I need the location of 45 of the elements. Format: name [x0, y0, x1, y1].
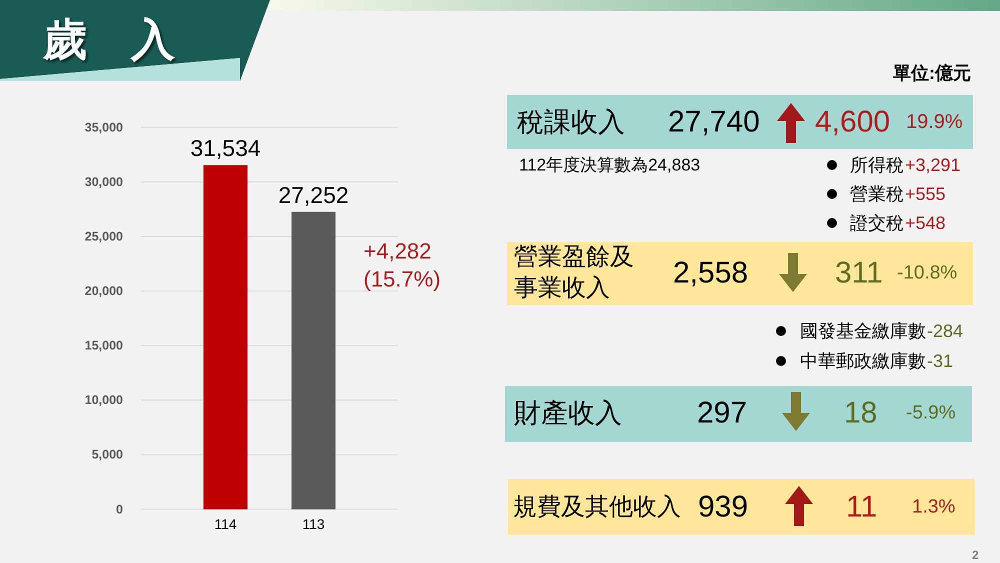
y-tick-label: 30,000 [84, 174, 124, 189]
text: -31 [927, 351, 954, 371]
text: 297 [697, 396, 748, 430]
text: 營業稅 [850, 184, 904, 204]
y-tick-label: 35,000 [84, 120, 124, 134]
y-tick-label: 0 [116, 502, 124, 516]
text: 規費及其他收入 [513, 494, 681, 520]
text: 4,600 [815, 106, 890, 138]
text: -5.9% [906, 402, 956, 424]
chart-title: 歲 入 [42, 16, 176, 64]
text: 1.3% [912, 496, 956, 518]
text: 2,558 [673, 256, 748, 290]
text: +548 [905, 213, 946, 233]
y-tick-label: 5,000 [92, 448, 124, 462]
text: 939 [698, 490, 748, 524]
text: 營業盈餘及 [514, 244, 634, 270]
y-tick-label: 10,000 [84, 393, 124, 408]
text: 311 [835, 256, 883, 290]
text: 國發基金繳庫數 [800, 321, 926, 341]
text: -284 [927, 321, 964, 341]
text: 27,740 [668, 106, 760, 138]
text: 所得稅 [850, 155, 904, 175]
y-tick-label: 15,000 [84, 338, 124, 353]
y-tick-label: 25,000 [84, 229, 124, 244]
text: +555 [905, 184, 946, 204]
text: -10.8% [897, 262, 958, 284]
x-tick-label: 113 [302, 516, 325, 532]
text: 稅課收入 [517, 107, 625, 137]
text: 19.9% [906, 111, 963, 133]
text: 事業收入 [514, 274, 610, 302]
annotation: (15.7%) [364, 266, 441, 292]
text: 中華郵政繳庫數 [800, 351, 926, 371]
text: 單位:億元 [892, 63, 971, 83]
text: 18 [844, 396, 878, 430]
text: 11 [846, 490, 878, 524]
y-tick-label: 20,000 [84, 284, 124, 298]
text: +3,291 [905, 155, 961, 175]
text: 112年度決算數為24,883 [519, 156, 700, 174]
x-tick-label: 114 [214, 516, 237, 532]
annotation: +4,282 [364, 238, 432, 264]
data-label: 31,534 [190, 135, 261, 162]
text: 證交稅 [850, 213, 904, 233]
data-label: 27,252 [278, 182, 349, 208]
text: 2 [972, 548, 979, 562]
text: 財產收入 [514, 398, 622, 428]
